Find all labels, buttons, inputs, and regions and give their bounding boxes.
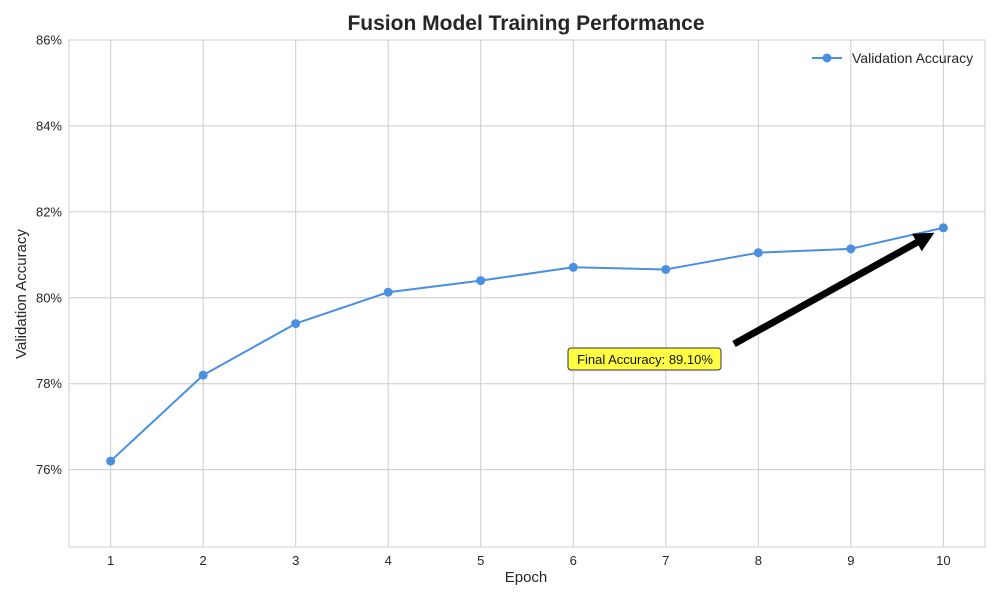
annotation-box: [567, 347, 722, 371]
series-line: [109, 226, 944, 462]
y-axis-label: Validation Accuracy: [13, 229, 30, 359]
x-tick-label: 10: [936, 553, 950, 568]
data-point: [476, 276, 486, 286]
y-tick-label: 82%: [36, 204, 62, 219]
x-tick-label: 9: [847, 553, 854, 568]
x-tick-label: 2: [200, 553, 207, 568]
data-point: [198, 370, 208, 380]
annotation-arrow-line: [732, 238, 921, 348]
legend-marker-swatch: [822, 53, 832, 63]
y-tick-label: 78%: [36, 376, 62, 391]
y-tick-label: 76%: [36, 462, 62, 477]
final-accuracy-annotation: Final Accuracy: 89.10%: [567, 232, 935, 371]
plot-area: [68, 39, 986, 548]
data-point: [106, 456, 116, 466]
x-tick-label: 7: [662, 553, 669, 568]
annotation-arrow-head: [912, 232, 935, 252]
x-axis-label: Epoch: [505, 569, 548, 586]
legend: Validation Accuracy: [812, 50, 973, 66]
data-point: [383, 287, 393, 297]
y-tick-labels: 76% 78% 80% 82% 84% 86%: [36, 33, 62, 478]
legend-label-validation-accuracy: Validation Accuracy: [852, 50, 973, 66]
data-point: [938, 223, 948, 233]
annotation-text: Final Accuracy: 89.10%: [577, 352, 713, 367]
x-tick-label: 1: [107, 553, 114, 568]
x-tick-label: 6: [570, 553, 577, 568]
y-tick-label: 84%: [36, 118, 62, 133]
x-tick-label: 4: [385, 553, 392, 568]
y-tick-label: 80%: [36, 290, 62, 305]
data-point: [846, 244, 856, 254]
x-tick-labels: 1 2 3 4 5 6 7 8 9 10: [107, 553, 951, 568]
x-tick-label: 3: [292, 553, 299, 568]
data-point: [291, 319, 301, 329]
series-validation-accuracy: [106, 223, 948, 466]
data-point: [661, 264, 671, 274]
data-point: [568, 262, 578, 272]
y-tick-label: 86%: [36, 33, 62, 48]
chart-title: Fusion Model Training Performance: [347, 12, 704, 35]
data-point: [753, 248, 763, 258]
grid-lines: [69, 39, 985, 547]
x-tick-label: 5: [477, 553, 484, 568]
x-tick-label: 8: [755, 553, 762, 568]
